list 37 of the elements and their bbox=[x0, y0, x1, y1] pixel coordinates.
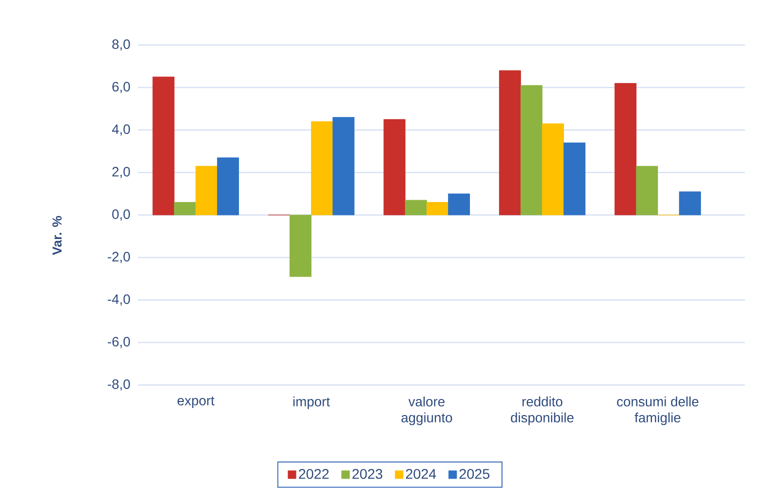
bar bbox=[290, 214, 312, 277]
bar bbox=[426, 202, 448, 216]
y-tick-label: -4,0 bbox=[108, 294, 130, 306]
bar bbox=[679, 191, 701, 216]
legend-label: 2022 bbox=[298, 468, 329, 479]
x-tick-label: consumi delle famiglie bbox=[617, 396, 698, 426]
bar bbox=[217, 157, 239, 216]
y-tick-label: 8,0 bbox=[112, 39, 130, 51]
bar bbox=[332, 117, 354, 216]
bar bbox=[311, 121, 333, 216]
bar bbox=[564, 142, 586, 216]
bar bbox=[448, 194, 470, 216]
bar bbox=[636, 166, 658, 216]
y-axis-title: Var. % bbox=[52, 216, 62, 256]
x-tick-label: import bbox=[293, 396, 330, 410]
x-tick-label: export bbox=[178, 396, 214, 408]
bar bbox=[614, 83, 636, 216]
legend-label: 2023 bbox=[352, 468, 382, 479]
bar bbox=[405, 200, 427, 216]
y-tick-label: 0,0 bbox=[112, 209, 130, 221]
y-tick-label: 6,0 bbox=[112, 82, 130, 94]
bar bbox=[542, 123, 564, 216]
x-tick-label: reddito disponibile bbox=[510, 396, 574, 426]
bar bbox=[384, 119, 406, 216]
bar bbox=[196, 166, 218, 216]
y-tick-label: -8,0 bbox=[108, 379, 130, 391]
legend-label: 2024 bbox=[406, 468, 436, 479]
y-tick-label: 2,0 bbox=[112, 166, 130, 178]
bar bbox=[152, 76, 174, 216]
y-tick-label: 4,0 bbox=[112, 124, 130, 136]
legend-label: 2025 bbox=[460, 468, 490, 479]
y-tick-label: -6,0 bbox=[108, 336, 130, 348]
bar bbox=[520, 85, 542, 216]
y-tick-label: -2,0 bbox=[108, 252, 130, 264]
bar bbox=[174, 202, 196, 216]
x-tick-label: valore aggiunto bbox=[401, 396, 452, 426]
bar bbox=[499, 70, 521, 216]
